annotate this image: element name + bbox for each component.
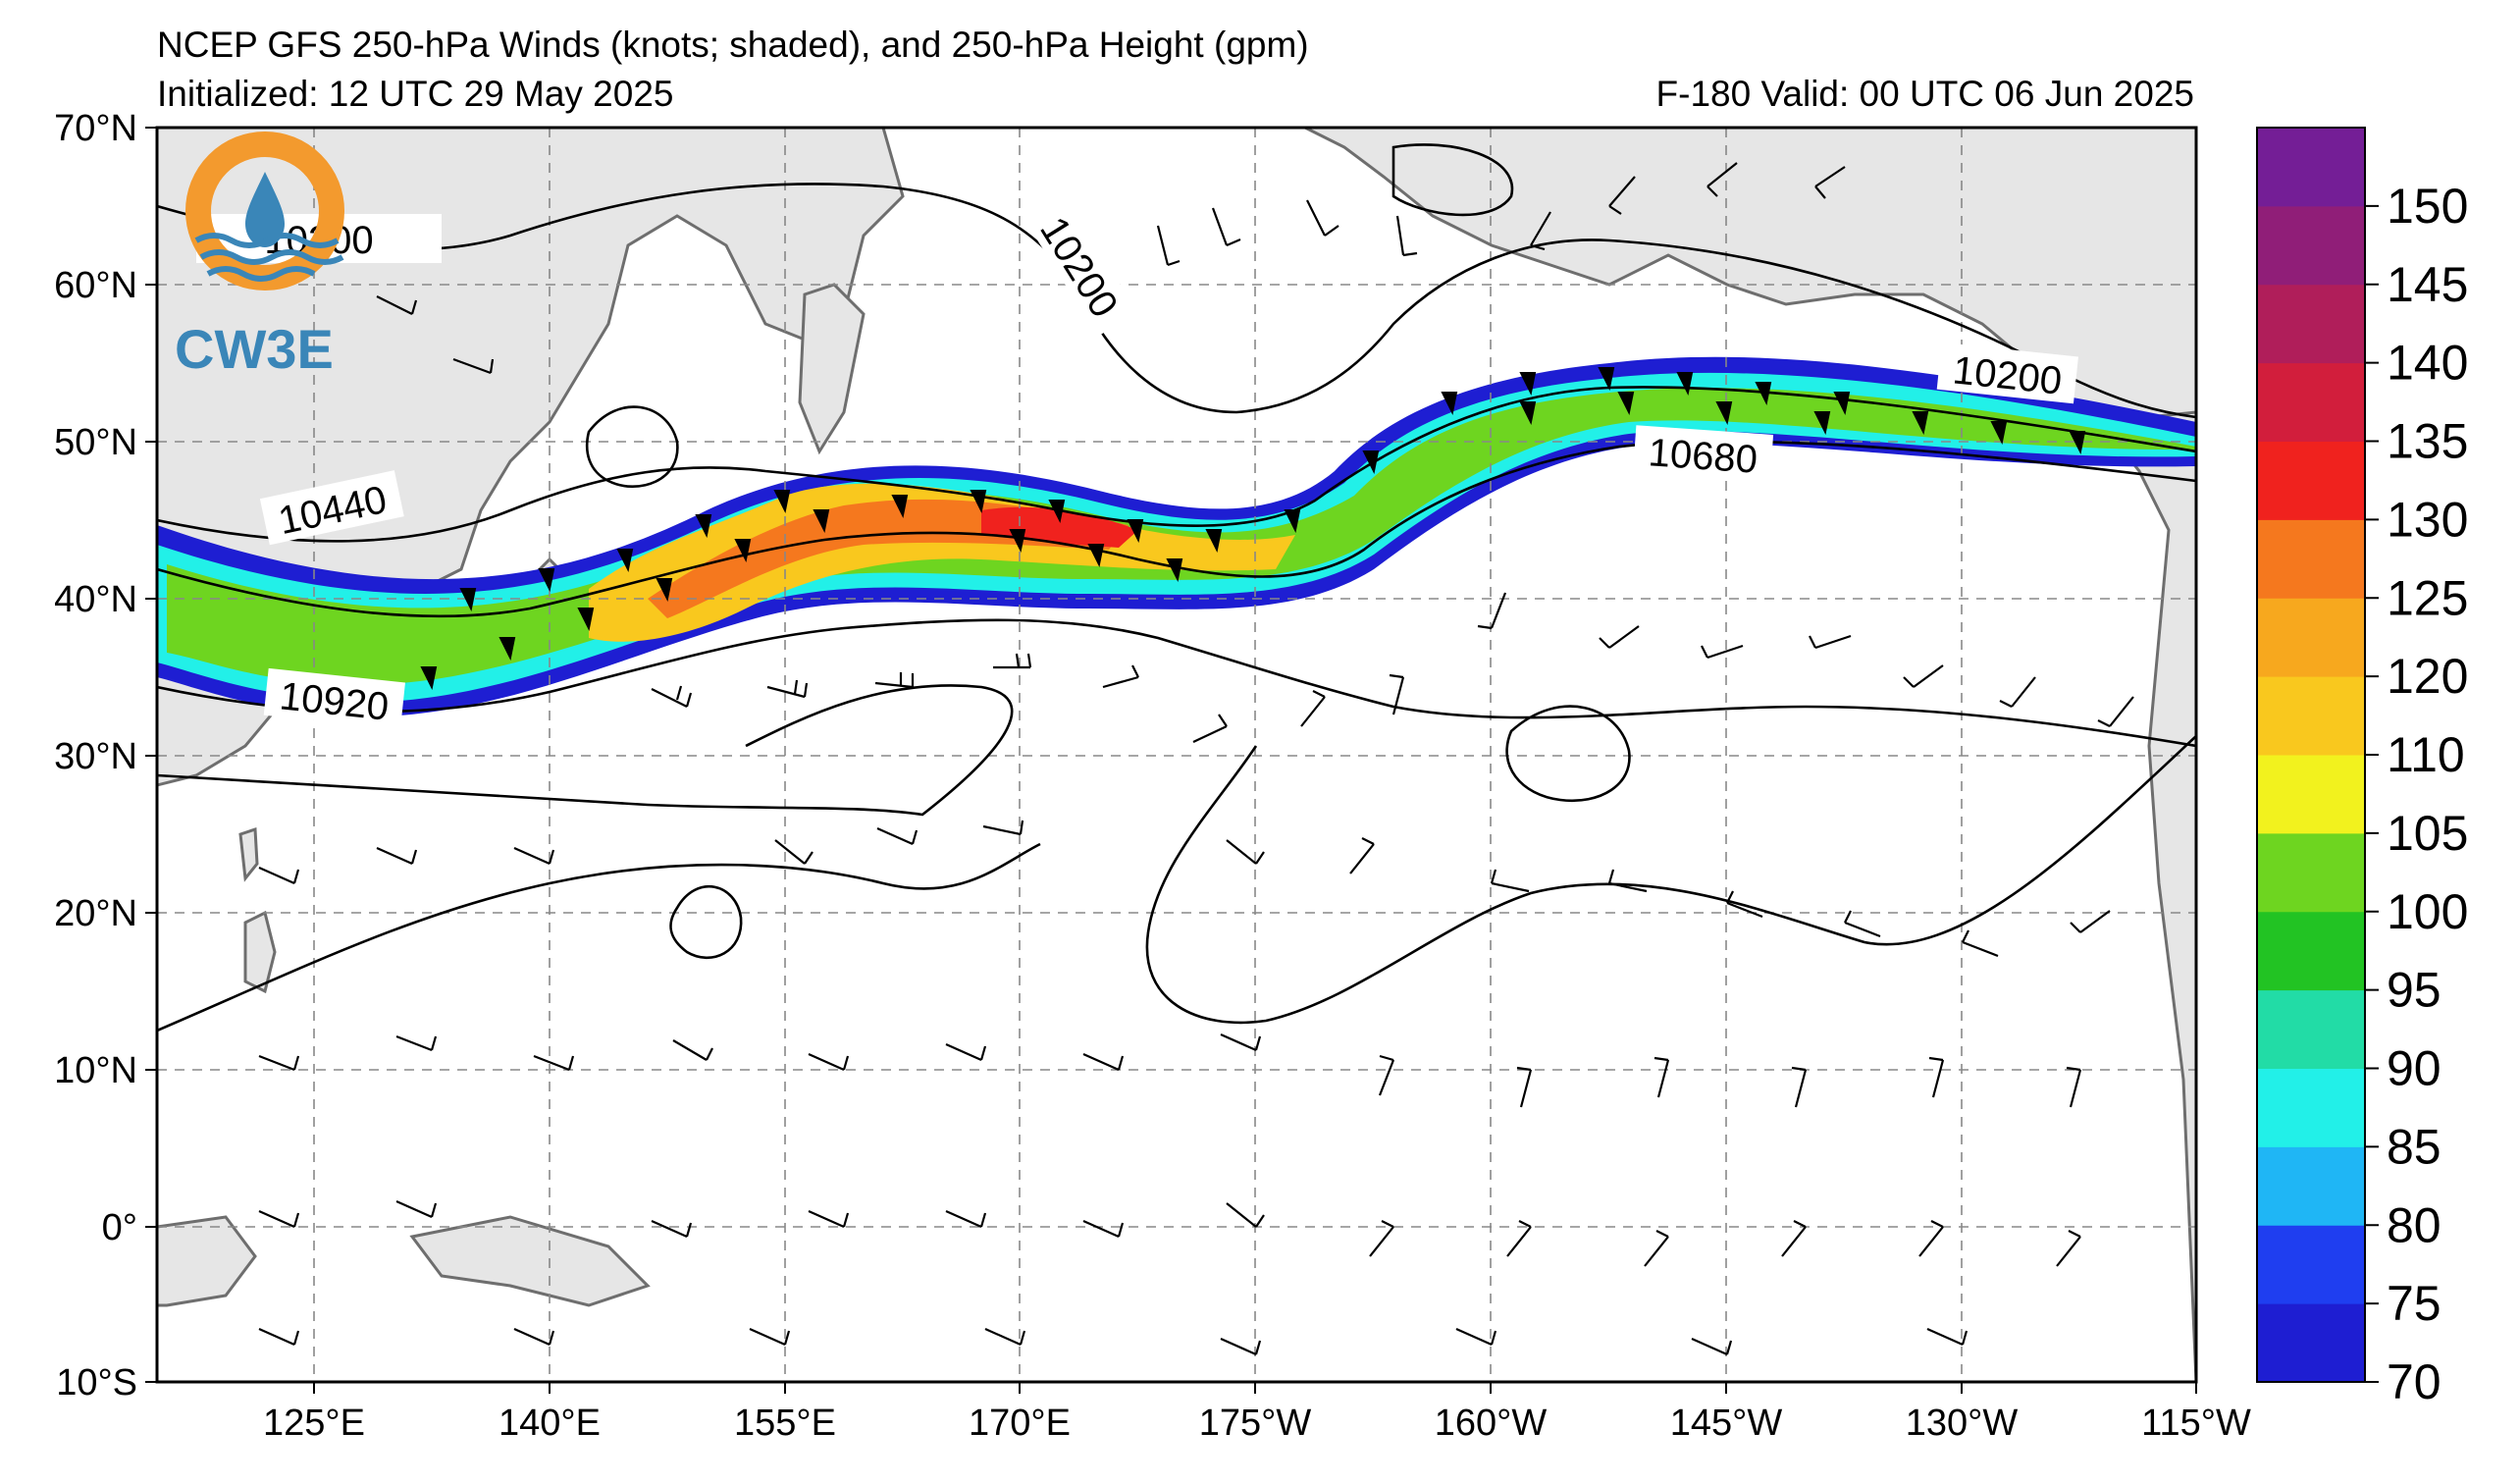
contour-alaska-low: [1391, 143, 1514, 217]
colorbar-tick-label: 135: [2387, 414, 2468, 469]
lat-lon-grid: [157, 128, 2196, 1382]
water-drop-icon: [245, 172, 285, 247]
lon-label: 170°E: [969, 1403, 1071, 1444]
colorbar-segment: [2257, 755, 2365, 834]
colorbar-tick-label: 105: [2387, 806, 2468, 861]
height-contours: [157, 143, 2196, 1033]
colorbar-segment: [2257, 911, 2365, 991]
lon-label: 160°W: [1435, 1403, 1548, 1444]
colorbar-segment: [2257, 1225, 2365, 1304]
colorbar-tick-label: 120: [2387, 649, 2468, 704]
lon-label: 115°W: [2141, 1403, 2251, 1444]
colorbar-segment: [2257, 519, 2365, 599]
contour-small-low: [669, 884, 743, 960]
contour-label: 10680: [1647, 431, 1759, 482]
lat-label: 60°N: [54, 265, 137, 306]
taiwan: [238, 826, 259, 882]
colorbar-tick-label: 145: [2387, 257, 2468, 312]
colorbar-tick-label: 150: [2387, 179, 2468, 234]
lon-label: 125°E: [263, 1403, 365, 1444]
colorbar-tick-label: 70: [2387, 1354, 2441, 1409]
init-time: Initialized: 12 UTC 29 May 2025: [157, 74, 674, 114]
wave-lines: [194, 233, 344, 282]
lat-label: 10°S: [56, 1362, 137, 1404]
latitude-labels: 70°N 60°N 50°N 40°N 30°N 20°N 10°N 0° 10…: [54, 108, 157, 1404]
north-america-west: [2097, 410, 2196, 1382]
colorbar-tick-label: 100: [2387, 884, 2468, 939]
contour-10440: [157, 386, 2196, 543]
lon-label: 145°W: [1670, 1403, 1783, 1444]
contour-10920: [157, 618, 2196, 748]
colorbar-tick-label: 130: [2387, 492, 2468, 547]
lon-label: 175°W: [1199, 1403, 1312, 1444]
colorbar-segment: [2257, 989, 2365, 1069]
wind-barbs: [258, 162, 2134, 1356]
colorbar-segment: [2257, 1068, 2365, 1147]
figure-title: NCEP GFS 250-hPa Winds (knots; shaded), …: [157, 25, 1309, 65]
colorbar-segment: [2257, 676, 2365, 756]
longitude-labels: 125°E 140°E 155°E 170°E 175°W 160°W 145°…: [263, 1382, 2251, 1444]
contour-okhotsk: [585, 405, 679, 489]
lat-label: 10°N: [54, 1050, 137, 1091]
colorbar-segment: [2257, 1146, 2365, 1226]
colorbar-tick-label: 110: [2387, 727, 2465, 782]
colorbar-segment: [2257, 284, 2365, 364]
lat-label: 70°N: [54, 108, 137, 149]
philippines: [243, 910, 277, 994]
lon-label: 130°W: [1906, 1403, 2019, 1444]
lat-label: 0°: [102, 1207, 137, 1248]
contour-low-center: [1505, 705, 1631, 803]
colorbar-tick-label: 85: [2387, 1119, 2441, 1174]
colorbar-segment: [2257, 598, 2365, 677]
colorbar-segment: [2257, 362, 2365, 442]
lon-label: 140°E: [499, 1403, 601, 1444]
colorbar-segment: [2257, 1303, 2365, 1383]
colorbar-tick-label: 125: [2387, 570, 2468, 625]
contour-11040: [157, 684, 1014, 817]
colorbar-tick-label: 80: [2387, 1197, 2441, 1252]
colorbar-segment: [2257, 441, 2365, 520]
jet-band-110kt: [589, 483, 1295, 642]
contour-11160: [157, 842, 1041, 1033]
colorbar-tick-label: 140: [2387, 336, 2468, 391]
new-guinea: [409, 1215, 651, 1307]
indonesia: [157, 1215, 257, 1307]
map-panel: 10200 10200 10200 10440 10680 10920: [155, 126, 2198, 1384]
colorbar: 70 75 80 85 90 95 100 105 110 120 125 130 135 140 145 1…: [2256, 127, 2468, 1409]
valid-time: F-180 Valid: 00 UTC 06 Jun 2025: [1656, 74, 2194, 114]
colorbar-segment: [2257, 832, 2365, 913]
colorbar-tick-label: 90: [2387, 1041, 2441, 1096]
lat-label: 30°N: [54, 736, 137, 777]
colorbar-tick-label: 75: [2387, 1276, 2441, 1331]
logo-text: CW3E: [175, 318, 334, 380]
lon-label: 155°E: [734, 1403, 836, 1444]
contour-10200: [157, 183, 2196, 419]
lat-label: 40°N: [54, 579, 137, 620]
lat-label: 50°N: [54, 422, 137, 463]
contour-trough: [1145, 735, 2196, 1025]
colorbar-segment: [2257, 128, 2365, 207]
cw3e-logo: CW3E: [175, 132, 344, 380]
jet-core-barbs: [420, 367, 2086, 691]
lat-label: 20°N: [54, 893, 137, 934]
colorbar-segment: [2257, 205, 2365, 286]
colorbar-tick-label: 95: [2387, 963, 2441, 1018]
wind-speed-shading: [157, 356, 2196, 717]
